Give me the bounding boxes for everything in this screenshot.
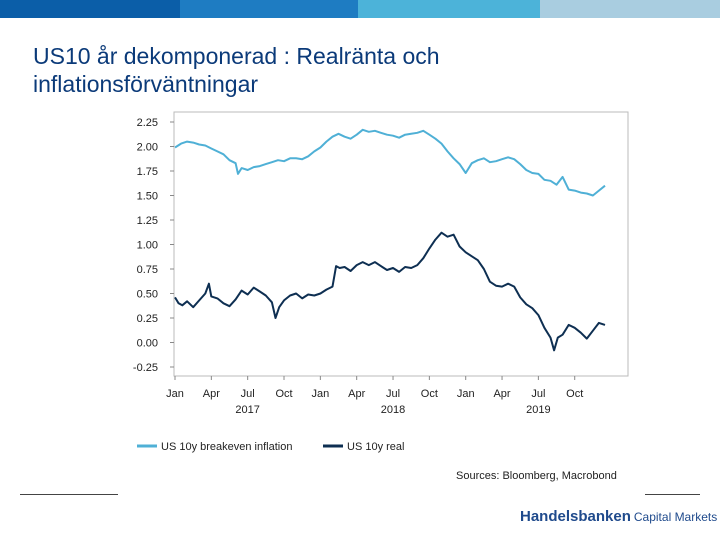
- y-tick-label: 0.25: [137, 313, 158, 325]
- x-year-label: 2019: [526, 404, 550, 416]
- top-bar-segment: [0, 0, 180, 18]
- series-line-breakeven-inflation: [174, 128, 606, 197]
- legend-label: US 10y breakeven inflation: [161, 441, 292, 453]
- x-tick-label: Oct: [275, 388, 292, 400]
- x-tick-label: Jan: [311, 388, 329, 400]
- brand-subtitle: Capital Markets: [633, 510, 718, 524]
- sources-note: Sources: Bloomberg, Macrobond: [456, 470, 617, 482]
- x-axis: Jan Apr Jul Oct Jan Apr Jul Oct Jan Apr Jul Oct 2017…: [166, 376, 583, 416]
- series-lines: [174, 128, 606, 352]
- x-tick-label: Jul: [386, 388, 400, 400]
- slide-title: US10 år dekomponerad : Realränta och inf…: [33, 42, 593, 98]
- y-tick-label: 1.00: [137, 240, 158, 252]
- x-tick-label: Jul: [241, 388, 255, 400]
- slide-title-line-1: US10 år dekomponerad : Realränta och: [33, 43, 440, 69]
- legend: US 10y breakeven inflation US 10y real: [137, 441, 404, 453]
- x-tick-label: Oct: [421, 388, 438, 400]
- y-tick-label: 1.75: [137, 166, 158, 178]
- x-tick-label: Apr: [203, 388, 220, 400]
- legend-label: US 10y real: [347, 441, 404, 453]
- y-tick-label: 2.00: [137, 142, 158, 154]
- y-tick-label: -0.25: [133, 362, 158, 374]
- slide-title-line-2: inflationsförväntningar: [33, 71, 259, 97]
- x-year-label: 2018: [381, 404, 405, 416]
- x-year-label: 2017: [235, 404, 259, 416]
- y-tick-label: 0.50: [137, 289, 158, 301]
- x-tick-label: Jul: [531, 388, 545, 400]
- y-axis: 2.25 2.00 1.75 1.50 1.25 1.00 0.75 0.50 0.25 0.00…: [133, 117, 174, 374]
- y-tick-label: 0.00: [137, 338, 158, 350]
- x-tick-label: Apr: [348, 388, 365, 400]
- series-line-real-yield: [174, 231, 606, 352]
- top-bar-segment: [180, 0, 358, 18]
- x-tick-label: Apr: [493, 388, 510, 400]
- x-tick-label: Jan: [166, 388, 184, 400]
- footer-rule-left: [20, 494, 118, 495]
- footer-rule-right: [645, 494, 700, 495]
- top-bar-segment: [358, 0, 540, 18]
- y-tick-label: 1.25: [137, 215, 158, 227]
- y-tick-label: 0.75: [137, 264, 158, 276]
- top-bar-segment: [540, 0, 720, 18]
- x-tick-label: Jan: [457, 388, 475, 400]
- brand-name: Handelsbanken: [520, 508, 631, 525]
- brand-logo: Handelsbanken Capital Markets: [520, 508, 717, 525]
- y-tick-label: 2.25: [137, 117, 158, 129]
- x-tick-label: Oct: [566, 388, 583, 400]
- y-tick-label: 1.50: [137, 191, 158, 203]
- top-color-bar: [0, 0, 720, 18]
